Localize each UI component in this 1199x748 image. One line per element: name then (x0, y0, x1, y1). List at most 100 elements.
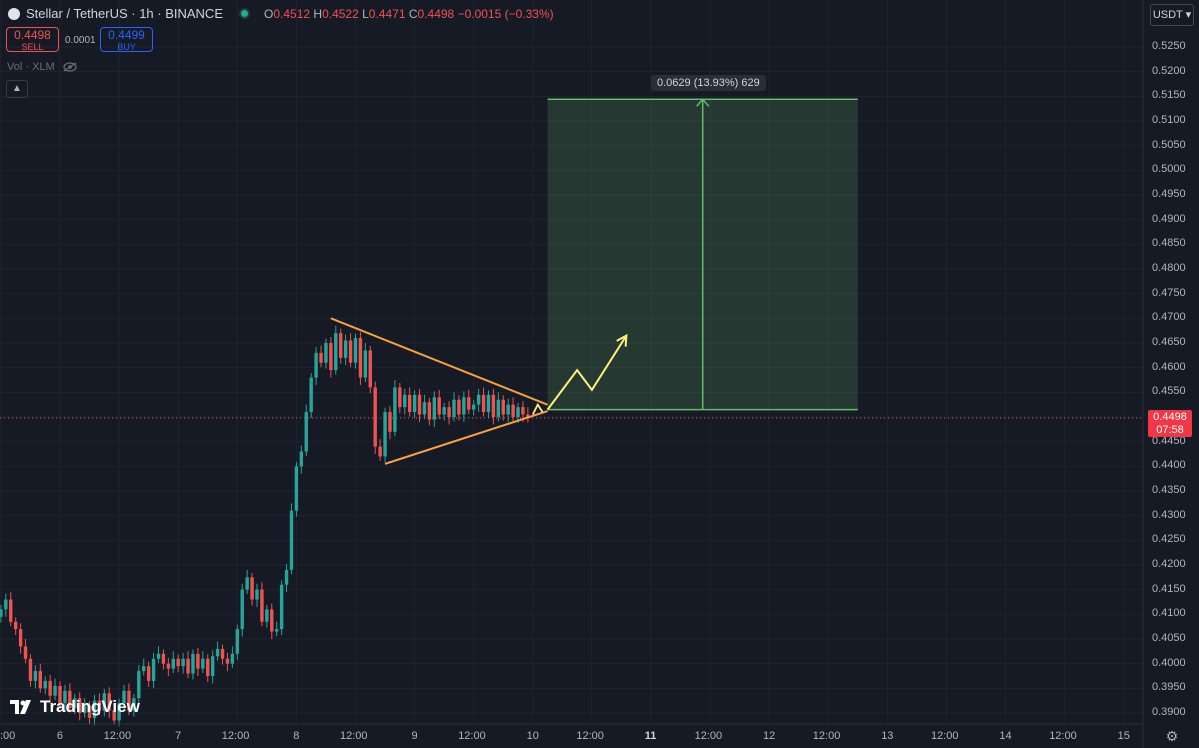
candle-down (319, 345, 323, 368)
candle-up (117, 698, 121, 727)
currency-selector[interactable]: USDT ▾ (1150, 4, 1194, 26)
time-tick-label: 12:00 (931, 730, 959, 742)
candle-body (289, 510, 294, 570)
candle-body (33, 671, 38, 681)
candle-body (284, 569, 289, 585)
time-tick-label: 6 (56, 730, 64, 742)
spread-value: 0.0001 (65, 35, 96, 46)
candle-body (486, 394, 491, 413)
candle-up (393, 380, 397, 437)
candle-body (87, 705, 92, 718)
price-tick-label: 0.4000 (1152, 656, 1186, 669)
price-tick-label: 0.3950 (1152, 681, 1186, 694)
candle-up (156, 646, 161, 664)
candle-body (142, 666, 146, 672)
candle-down (358, 332, 363, 385)
eye-icon[interactable] (63, 62, 77, 72)
candle-up (122, 684, 126, 711)
candle-up (240, 583, 244, 637)
candle-body (166, 663, 171, 669)
candle-body (260, 589, 264, 622)
candle-body (521, 407, 525, 415)
candle-down (68, 683, 72, 713)
candle-body (196, 653, 200, 669)
time-tick-label: 12:00 (458, 730, 486, 742)
candle-body (388, 412, 392, 432)
buy-button[interactable]: 0.4499 BUY (100, 27, 153, 52)
candle-body (220, 648, 225, 659)
candle-down (526, 407, 530, 423)
candle-down (427, 397, 432, 426)
price-tick-label: 0.5100 (1152, 114, 1186, 126)
candle-up (452, 392, 456, 422)
candle-up (324, 338, 328, 369)
time-tick-label: 12:00 (340, 730, 368, 742)
candle-down (97, 693, 102, 715)
candle-body (4, 599, 8, 610)
candle-up (383, 407, 387, 463)
price-tick-label: 0.4600 (1152, 360, 1186, 373)
candle-body (112, 710, 116, 721)
candle-body (58, 685, 62, 704)
time-tick-label: 7 (175, 730, 182, 742)
candle-up (63, 684, 67, 711)
candle-down (250, 572, 254, 606)
price-tick-label: 0.4050 (1152, 632, 1186, 644)
time-tick-label: 12 (763, 730, 776, 742)
candle-down (407, 387, 412, 417)
time-tick-label: 15 (1117, 730, 1130, 742)
price-tick-label: 0.4400 (1152, 459, 1186, 472)
candle-body (516, 407, 520, 417)
candle-body (309, 377, 313, 413)
chevron-up-icon[interactable]: ▲ (6, 80, 28, 98)
chart-grid (0, 0, 1143, 724)
candle-up (4, 593, 8, 617)
time-tick-label: 9 (411, 730, 418, 742)
volume-indicator-legend[interactable]: Vol · XLM (7, 61, 77, 73)
gear-icon[interactable]: ⚙ (1165, 728, 1179, 744)
price-tick-label: 0.5200 (1152, 64, 1186, 77)
candle-up (299, 445, 304, 474)
candle-up (230, 646, 235, 669)
candle-down (186, 651, 190, 678)
candle-up (279, 580, 284, 636)
candle-down (417, 388, 422, 422)
candle-down (437, 389, 441, 419)
candle-up (403, 388, 407, 415)
time-tick-label: 10 (526, 730, 539, 742)
symbol-title[interactable]: Stellar / TetherUS · 1h · BINANCE (26, 6, 223, 21)
time-tick-label: 8 (293, 730, 300, 742)
candle-body (294, 466, 299, 511)
price-tick-label: 0.5000 (1152, 163, 1186, 176)
candle-up (275, 621, 279, 637)
tradingview-logo[interactable]: TradingView (10, 697, 140, 717)
candle-body (447, 407, 451, 417)
candle-up (284, 564, 289, 593)
candle-body (53, 685, 57, 696)
candle-body (437, 397, 441, 415)
price-tick-label: 0.4350 (1152, 484, 1186, 496)
candle-down (161, 649, 166, 670)
candle-body (526, 414, 530, 418)
sell-button[interactable]: 0.4498 SELL (6, 27, 59, 52)
candle-up (137, 665, 141, 706)
candle-down (511, 397, 515, 422)
candle-down (481, 387, 486, 417)
price-tick-label: 0.4850 (1152, 237, 1186, 250)
candle-down (127, 683, 131, 715)
candle-body (9, 599, 13, 622)
candle-body (102, 693, 107, 711)
candle-body (270, 609, 274, 632)
candle-body (476, 394, 481, 405)
candle-down (225, 652, 230, 672)
candle-body (348, 340, 353, 363)
ohlc-values: O0.4512 H0.4522 L0.4471 C0.4498 −0.0015 … (264, 6, 554, 21)
candle-body (501, 399, 505, 415)
candle-body (452, 399, 456, 417)
candle-body (255, 589, 259, 600)
candle-up (245, 569, 249, 595)
candle-up (171, 651, 175, 674)
candle-up (53, 678, 57, 701)
candle-body (417, 394, 422, 415)
